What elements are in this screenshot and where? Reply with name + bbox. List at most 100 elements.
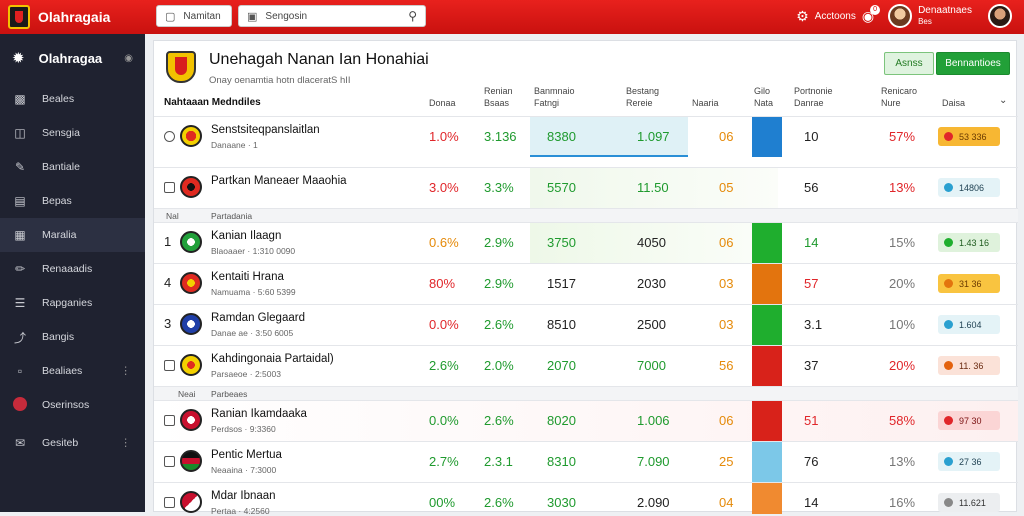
table-row[interactable]: Kahdingonaia Partaidal) Parsaeoe · 2:500… (154, 345, 1018, 386)
profile-avatar[interactable] (988, 4, 1012, 28)
cell-c1: 80% (429, 276, 456, 291)
sidebar-item-maralia[interactable]: ▦ Maralia (0, 218, 145, 252)
status-badge: 31 36 (938, 274, 1000, 293)
secondary-button[interactable]: Asnss (884, 52, 934, 75)
row-meta: Pertaa · 4:2560 (211, 506, 270, 516)
account-label[interactable]: Acctoons (814, 10, 856, 22)
group-separator: Neai Parbeaes (154, 386, 1018, 400)
team-logo (180, 313, 202, 335)
cell-c5: 06 (719, 235, 734, 250)
page-icon: ▣ (247, 10, 258, 23)
row-meta: Parsaeoe · 2:5003 (211, 369, 281, 379)
gear-icon[interactable]: ✹ (12, 50, 25, 67)
table-row[interactable]: Ranian Ikamdaaka Perdsos · 9:3360 0.0% 2… (154, 400, 1018, 441)
sidebar-item-rapganies[interactable]: ☰ Rapganies (0, 286, 145, 320)
cell-c2: 2.3.1 (484, 454, 513, 469)
sidebar-item-bangis[interactable]: ⤴ Bangis (13, 330, 75, 345)
sidebar-item-bepas[interactable]: ▤ Bepas (0, 184, 145, 218)
chevron-down-icon[interactable]: ⌄ (999, 95, 1008, 106)
sidebar-item-oserinsos[interactable]: Oserinsos (0, 388, 145, 422)
status-bar (752, 223, 782, 263)
panel-header: Unehagah Nanan Ian Honahiai Onay oenamti… (164, 49, 1010, 93)
cell-c7: 37 (804, 358, 819, 373)
gear-icon[interactable]: ⚙ (796, 7, 809, 24)
cell-c2: 3.136 (484, 129, 517, 144)
mail-icon: ✉ (14, 436, 26, 450)
search-input[interactable]: ▣ Sengosin ⚲ (238, 5, 426, 27)
team-logo (180, 272, 202, 294)
sidebar-item-beales[interactable]: ▩ Beales (0, 82, 145, 116)
cell-c4: 2500 (637, 317, 666, 332)
eye-icon[interactable]: ◉ (124, 52, 133, 64)
team-logo (180, 231, 202, 253)
team-logo (180, 125, 202, 147)
dot-icon (944, 132, 953, 141)
table-row[interactable]: 4 Kentaiti Hrana Namuama · 5:60 5399 80%… (154, 263, 1018, 304)
cell-c1: 00% (429, 495, 456, 510)
col-c4[interactable]: Bestang Rereie (626, 86, 660, 108)
status-badge: 1.604 (938, 315, 1000, 334)
row-rank: 3 (164, 316, 172, 331)
col-c5[interactable]: Naaria (692, 98, 719, 108)
cell-c2: 2.9% (484, 276, 514, 291)
sidebar-item-gesiteb[interactable]: ✉ Gesiteb ⋮ (0, 426, 145, 460)
search-icon[interactable]: ⚲ (408, 9, 417, 23)
more-icon[interactable]: ⋮ (120, 437, 132, 449)
row-checkbox[interactable] (164, 497, 175, 508)
col-c7[interactable]: Portnonie Danrae (794, 86, 833, 108)
sidebar-item-renaaadis[interactable]: ✏ Renaaadis (0, 252, 145, 286)
row-meta: Danaane · 1 (211, 140, 258, 150)
col-c8[interactable]: Renicaro Nure (881, 86, 918, 108)
row-checkbox[interactable] (164, 360, 175, 371)
cell-c1: 0.0% (429, 317, 459, 332)
col-c9[interactable]: Daisa (942, 98, 966, 108)
monitor-icon: ▩ (14, 92, 26, 106)
col-c6[interactable]: Gilo Nata (754, 86, 774, 108)
cell-c3: 8020 (547, 413, 576, 428)
cell-c5: 06 (719, 413, 734, 428)
table-row[interactable]: 1 Kanian Ilaagn Blaoaaer · 1:310 0090 0.… (154, 222, 1018, 263)
cell-c8: 13% (889, 180, 916, 195)
avatar[interactable] (888, 4, 913, 28)
sidebar-item-sensgia[interactable]: ◫ Sensgia (0, 116, 145, 150)
col-c3[interactable]: Banmnaio Fatngi (534, 86, 575, 108)
filter-field[interactable]: ▢ Namitan (156, 5, 232, 27)
dot-icon (944, 416, 953, 425)
row-name: Pentic Mertua (211, 449, 282, 461)
cell-c3: 8510 (547, 317, 576, 332)
cell-c4: 7.090 (637, 454, 670, 469)
col-c2[interactable]: Renian Bsaas (484, 86, 513, 108)
primary-button[interactable]: Bennantioes (936, 52, 1010, 75)
row-checkbox[interactable] (164, 182, 175, 193)
sidebar-item-bantiale[interactable]: ✎ Bantiale (0, 150, 145, 184)
sidebar-item-bealiaes[interactable]: ▫ Bealiaes ⋮ (0, 354, 145, 388)
brand-name: Olahragaia (38, 9, 111, 25)
row-checkbox[interactable] (164, 415, 175, 426)
dot-icon (944, 183, 953, 192)
cell-c1: 2.7% (429, 454, 459, 469)
cell-c5: 56 (719, 358, 734, 373)
cell-c5: 06 (719, 129, 734, 144)
col-name[interactable]: Nahtaaan Medndiles (164, 97, 261, 108)
bell-icon[interactable]: ◉ 0 (862, 4, 881, 25)
row-rank: 1 (164, 234, 172, 249)
more-icon[interactable]: ⋮ (120, 365, 132, 377)
share-icon: ⤴ (13, 330, 26, 345)
row-name: Ranian Ikamdaaka (211, 408, 307, 420)
cell-c4: 11.50 (637, 180, 669, 195)
table-row[interactable]: Senstsiteqpanslaitlan Danaane · 1 1.0% 3… (154, 116, 1018, 157)
table-row[interactable]: Pentic Mertua Neaaina · 7:3000 2.7% 2.3.… (154, 441, 1018, 482)
row-radio[interactable] (164, 131, 175, 142)
status-bar (752, 442, 782, 482)
row-checkbox[interactable] (164, 456, 175, 467)
col-c1[interactable]: Donaa (429, 98, 456, 108)
cell-c3: 3750 (547, 235, 576, 250)
cell-c7: 76 (804, 454, 819, 469)
table-row[interactable]: 3 Ramdan Glegaard Danae ae · 3:50 6005 0… (154, 304, 1018, 345)
cell-c3: 1517 (547, 276, 576, 291)
table-row[interactable]: Mdar Ibnaan Pertaa · 4:2560 00% 2.6% 303… (154, 482, 1018, 516)
table-row[interactable]: Partkan Maneaer Maaohia 3.0% 3.3% 5570 1… (154, 167, 1018, 208)
cell-c8: 20% (889, 276, 916, 291)
row-name: Mdar Ibnaan (211, 490, 276, 502)
cell-c2: 3.3% (484, 180, 514, 195)
